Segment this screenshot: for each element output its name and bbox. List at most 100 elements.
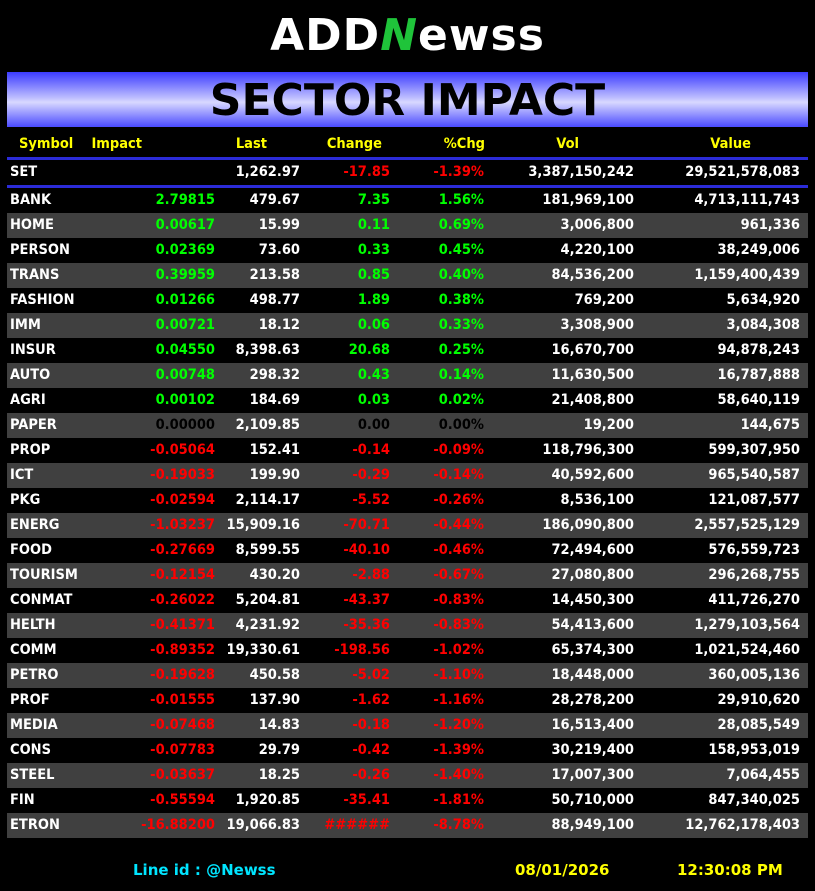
table-row: HOME 0.00617 15.99 0.11 0.69% 3,006,800 961,33… (7, 213, 808, 238)
symbol: BANK (10, 192, 52, 208)
change: 0.11 (357, 217, 390, 233)
change: -1.62 (352, 692, 390, 708)
value: 2,557,525,129 (694, 517, 800, 533)
impact: -0.03637 (150, 767, 215, 783)
change: -40.10 (343, 542, 390, 558)
change: -0.18 (352, 717, 390, 733)
table-row: AGRI 0.00102 184.69 0.03 0.02% 21,408,800 58,6… (7, 388, 808, 413)
table-row: HELTH -0.41371 4,231.92 -35.36 -0.83% 54,413,… (7, 613, 808, 638)
volume: 181,969,100 (542, 192, 634, 208)
value: 29,910,620 (717, 692, 800, 708)
table-row: FASHION 0.01266 498.77 1.89 0.38% 769,200 5,63… (7, 288, 808, 313)
table-row: FOOD -0.27669 8,599.55 -40.10 -0.46% 72,494,6… (7, 538, 808, 563)
table-row: MEDIA -0.07468 14.83 -0.18 -1.20% 16,513,400 2… (7, 713, 808, 738)
value: 158,953,019 (708, 742, 800, 758)
value: 961,336 (740, 217, 800, 233)
table-row: STEEL -0.03637 18.25 -0.26 -1.40% 17,007,300 7… (7, 763, 808, 788)
pct-change: -0.26% (433, 492, 484, 508)
last: 479.67 (249, 192, 300, 208)
pct-change: 0.38% (438, 292, 484, 308)
value: 28,085,549 (717, 717, 800, 733)
impact: -0.01555 (150, 692, 215, 708)
volume: 88,949,100 (551, 817, 634, 833)
impact: -0.89352 (150, 642, 215, 658)
volume: 3,387,150,242 (528, 164, 634, 180)
symbol: PETRO (10, 667, 59, 683)
header-value: Value (710, 136, 751, 152)
divider (7, 157, 808, 160)
symbol: INSUR (10, 342, 56, 358)
impact: -0.19033 (150, 467, 215, 483)
impact: -0.05064 (150, 442, 215, 458)
last: 298.32 (249, 367, 300, 383)
volume: 8,536,100 (560, 492, 634, 508)
value: 1,279,103,564 (694, 617, 800, 633)
volume: 17,007,300 (551, 767, 634, 783)
last: 1,262.97 (235, 164, 300, 180)
last: 2,114.17 (235, 492, 300, 508)
page-title: SECTOR IMPACT (209, 75, 606, 126)
symbol: CONS (10, 742, 51, 758)
pct-change: 0.02% (438, 392, 484, 408)
volume: 14,450,300 (551, 592, 634, 608)
impact: 0.00000 (155, 417, 215, 433)
value: 4,713,111,743 (694, 192, 800, 208)
volume: 30,219,400 (551, 742, 634, 758)
last: 8,398.63 (235, 342, 300, 358)
value: 5,634,920 (726, 292, 800, 308)
table-row: AUTO 0.00748 298.32 0.43 0.14% 11,630,500 16,7… (7, 363, 808, 388)
change: -17.85 (343, 164, 390, 180)
last: 15,909.16 (226, 517, 300, 533)
pct-change: -1.39% (433, 164, 484, 180)
last: 73.60 (258, 242, 300, 258)
value: 599,307,950 (708, 442, 800, 458)
impact: -16.88200 (141, 817, 215, 833)
volume: 50,710,000 (551, 792, 634, 808)
volume: 28,278,200 (551, 692, 634, 708)
pct-change: 0.00% (438, 417, 484, 433)
impact: 0.02369 (155, 242, 215, 258)
symbol: FOOD (10, 542, 52, 558)
value: 296,268,755 (708, 567, 800, 583)
table-row: PERSON 0.02369 73.60 0.33 0.45% 4,220,100 38,2… (7, 238, 808, 263)
header-impact: Impact (91, 136, 142, 152)
pct-change: -1.39% (433, 742, 484, 758)
pct-change: -1.02% (433, 642, 484, 658)
pct-change: -0.14% (433, 467, 484, 483)
value: 1,159,400,439 (694, 267, 800, 283)
impact: 0.00748 (155, 367, 215, 383)
change: 0.43 (357, 367, 390, 383)
sector-rows: BANK 2.79815 479.67 7.35 1.56% 181,969,100 4,7… (7, 188, 808, 838)
header-change: Change (326, 136, 382, 152)
volume: 72,494,600 (551, 542, 634, 558)
header-symbol: Symbol (19, 136, 74, 152)
symbol: CONMAT (10, 592, 73, 608)
last: 15.99 (258, 217, 300, 233)
impact: -0.26022 (150, 592, 215, 608)
value: 58,640,119 (717, 392, 800, 408)
pct-change: 0.14% (438, 367, 484, 383)
pct-change: -1.40% (433, 767, 484, 783)
logo-n: N (380, 10, 419, 61)
change: -0.29 (352, 467, 390, 483)
change: -35.36 (343, 617, 390, 633)
change: 0.00 (357, 417, 390, 433)
symbol: SET (10, 164, 38, 180)
impact: -0.02594 (150, 492, 215, 508)
pct-change: -0.46% (433, 542, 484, 558)
value: 411,726,270 (708, 592, 800, 608)
pct-change: -1.20% (433, 717, 484, 733)
impact: 2.79815 (155, 192, 215, 208)
last: 2,109.85 (235, 417, 300, 433)
symbol: COMM (10, 642, 57, 658)
last: 19,066.83 (226, 817, 300, 833)
symbol: PAPER (10, 417, 57, 433)
table-row: CONS -0.07783 29.79 -0.42 -1.39% 30,219,400 15… (7, 738, 808, 763)
last: 498.77 (249, 292, 300, 308)
last: 137.90 (249, 692, 300, 708)
title-banner: SECTOR IMPACT (7, 72, 808, 127)
volume: 18,448,000 (551, 667, 634, 683)
table-row: PROF -0.01555 137.90 -1.62 -1.16% 28,278,200 2… (7, 688, 808, 713)
volume: 11,630,500 (551, 367, 634, 383)
table-row: TRANS 0.39959 213.58 0.85 0.40% 84,536,200 1,1… (7, 263, 808, 288)
